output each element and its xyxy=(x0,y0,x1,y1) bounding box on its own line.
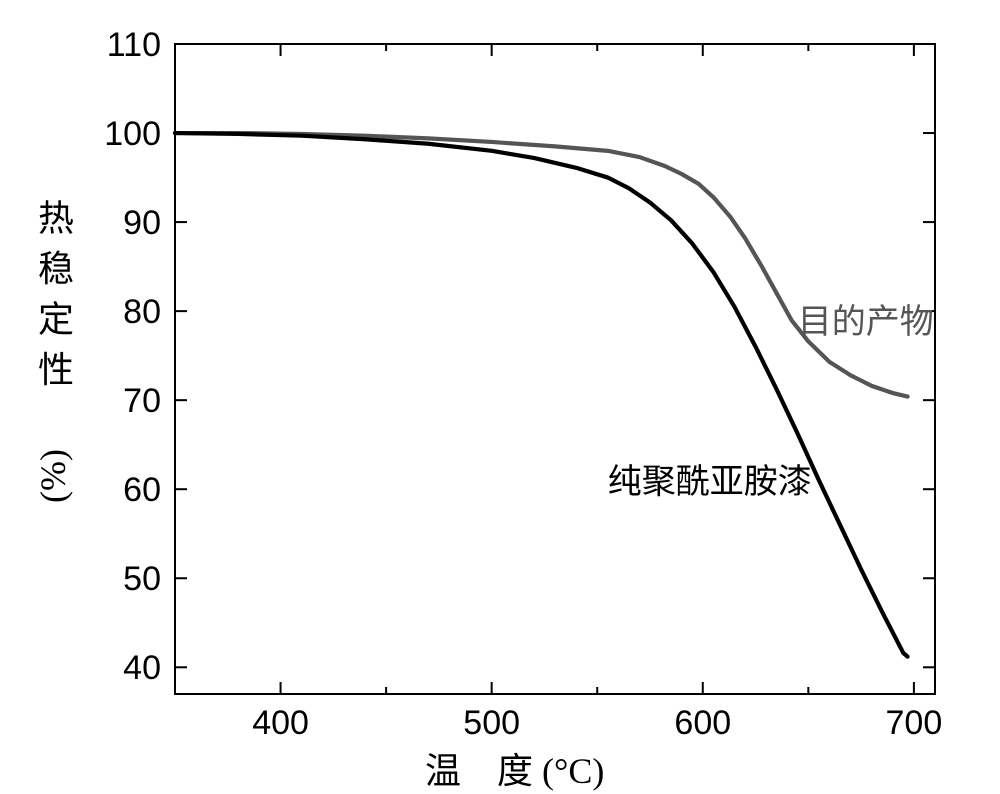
svg-text:70: 70 xyxy=(123,382,161,420)
x-axis-label-unit: (°C) xyxy=(542,751,604,791)
svg-text:110: 110 xyxy=(107,26,161,64)
x-axis-label: 温 度 (°C) xyxy=(425,742,604,794)
svg-text:600: 600 xyxy=(674,704,731,742)
svg-text:40: 40 xyxy=(123,649,161,687)
svg-text:700: 700 xyxy=(886,704,943,742)
svg-text:100: 100 xyxy=(104,115,161,153)
svg-text:60: 60 xyxy=(123,471,161,509)
svg-text:90: 90 xyxy=(123,204,161,242)
x-axis-label-cn: 温 度 xyxy=(425,751,533,791)
svg-text:500: 500 xyxy=(463,704,520,742)
y-axis-label: 热稳定性 (%) xyxy=(26,199,80,497)
svg-text:80: 80 xyxy=(123,293,161,331)
svg-text:400: 400 xyxy=(252,704,309,742)
tga-chart: 400500600700405060708090100110 热稳定性 (%) … xyxy=(0,0,1000,792)
svg-text:50: 50 xyxy=(123,560,161,598)
series-label-target: 目的产物 xyxy=(798,294,934,343)
series-label-pure: 纯聚酰亚胺漆 xyxy=(608,454,812,503)
chart-svg: 400 500 600 700 40 50 60 70 80 90 100 110 xyxy=(0,0,1000,792)
y-axis-label-unit: (%) xyxy=(32,449,74,503)
y-axis-label-cn: 热稳定性 xyxy=(33,199,73,401)
